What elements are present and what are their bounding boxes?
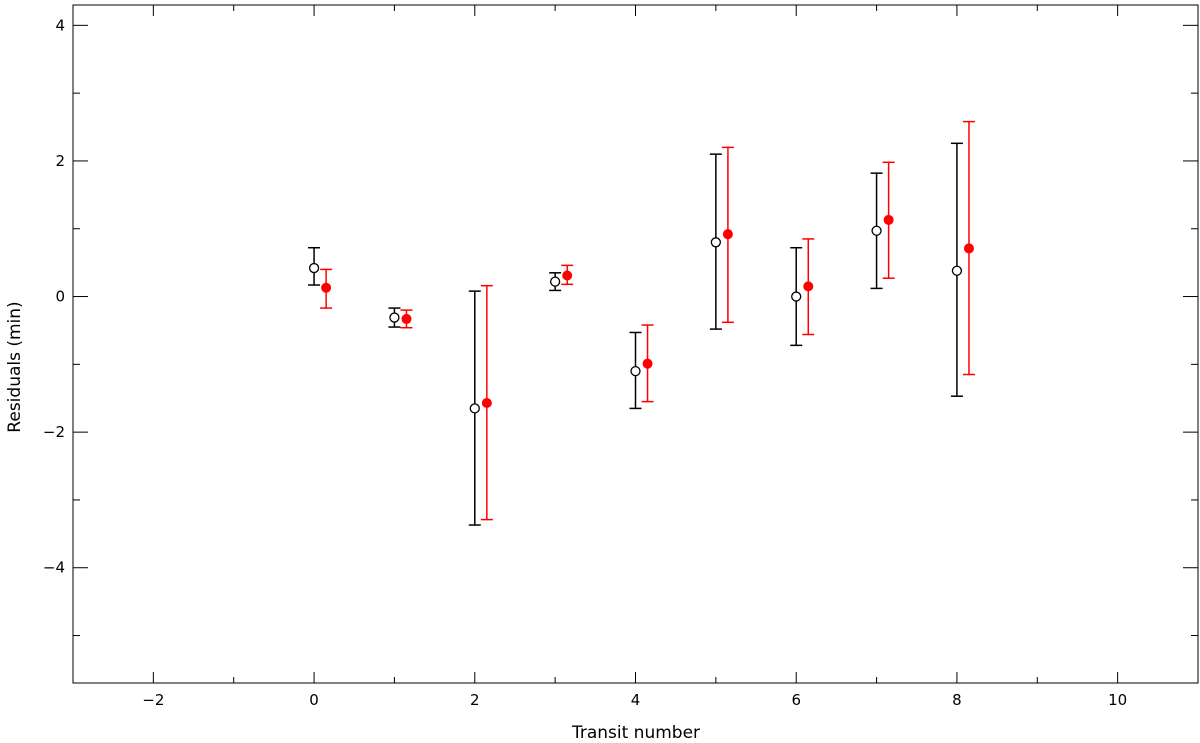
data-point-filled <box>963 243 974 254</box>
y-tick-label: 0 <box>55 288 65 306</box>
data-point-open <box>951 265 963 276</box>
data-point-open <box>308 262 320 274</box>
data-point-open <box>871 225 882 236</box>
series-2 <box>320 120 975 521</box>
x-tick-label: 10 <box>1108 691 1127 709</box>
x-tick-label: 6 <box>791 691 801 709</box>
axes: −2 0 2 4 6 8 10 −4 −2 0 2 4 <box>43 4 1199 709</box>
data-point-filled <box>722 229 733 240</box>
series-1 <box>308 142 963 526</box>
y-tick-label: −4 <box>43 559 65 577</box>
data-point-filled <box>562 270 573 281</box>
data-point-filled <box>401 313 412 324</box>
data-points <box>308 120 975 526</box>
data-point-open <box>389 312 400 323</box>
y-tick-label: 2 <box>55 152 65 170</box>
x-tick-label: 4 <box>631 691 641 709</box>
data-point-open <box>549 276 561 287</box>
y-axis-title: Residuals (min) <box>5 301 25 432</box>
data-point-filled <box>481 397 492 408</box>
y-tick-label: −2 <box>43 423 65 441</box>
data-point-filled <box>642 358 653 369</box>
y-tick-label: 4 <box>55 16 65 34</box>
data-point-open <box>710 237 722 248</box>
x-tick-label: 8 <box>952 691 962 709</box>
data-point-filled <box>883 214 894 225</box>
data-point-filled <box>803 281 814 292</box>
x-tick-label: 2 <box>470 691 480 709</box>
data-point-open <box>469 403 480 414</box>
data-point-open <box>791 291 802 302</box>
x-tick-label: −2 <box>142 691 164 709</box>
x-tick-label: 0 <box>309 691 319 709</box>
x-axis-title: Transit number <box>571 723 700 743</box>
data-point-filled <box>321 282 332 293</box>
data-point-open <box>630 365 641 377</box>
